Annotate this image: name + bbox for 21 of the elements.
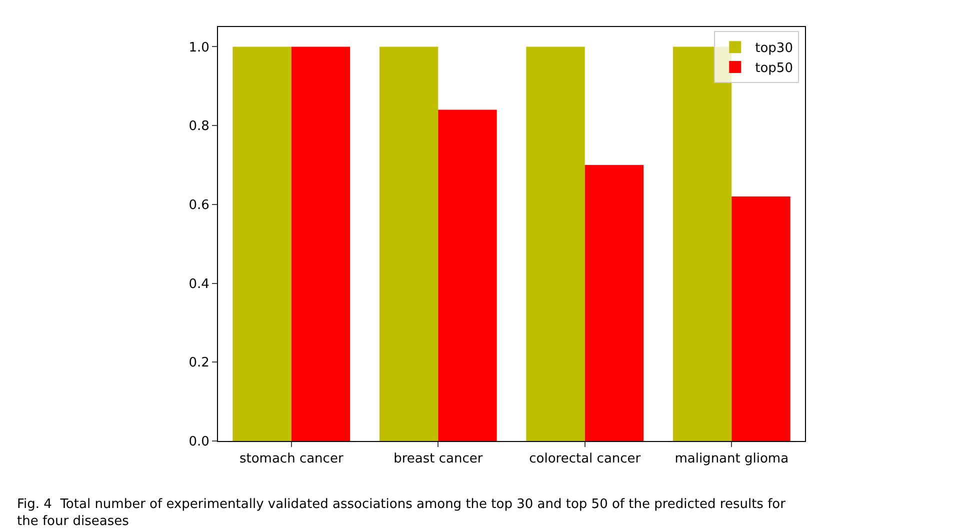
bar bbox=[584, 165, 644, 441]
bar bbox=[232, 46, 292, 441]
x-tick-label: colorectal cancer bbox=[529, 452, 642, 467]
bar bbox=[526, 46, 585, 441]
x-tick-label: malignant glioma bbox=[674, 452, 789, 467]
bar bbox=[438, 110, 497, 441]
caption: Fig. 4 Total number of experimentally validated associations among the top 30 and top 50 of the predicted results for the four diseases bbox=[17, 497, 786, 529]
y-tick-label: 0.6 bbox=[188, 198, 210, 213]
bar bbox=[672, 46, 732, 441]
y-tick-label: 0.4 bbox=[188, 276, 210, 292]
bar bbox=[732, 196, 790, 441]
legend-label: top30 bbox=[755, 41, 793, 56]
y-tick-label: 0.0 bbox=[188, 434, 210, 450]
legend-label: top50 bbox=[755, 61, 793, 76]
y-tick-label: 0.2 bbox=[188, 356, 210, 371]
bar bbox=[291, 46, 350, 441]
y-tick-label: 1.0 bbox=[188, 40, 210, 56]
y-tick-label: 0.8 bbox=[188, 119, 210, 134]
x-tick-label: breast cancer bbox=[394, 452, 484, 467]
bar bbox=[379, 46, 438, 441]
x-tick-label: stomach cancer bbox=[239, 452, 344, 467]
